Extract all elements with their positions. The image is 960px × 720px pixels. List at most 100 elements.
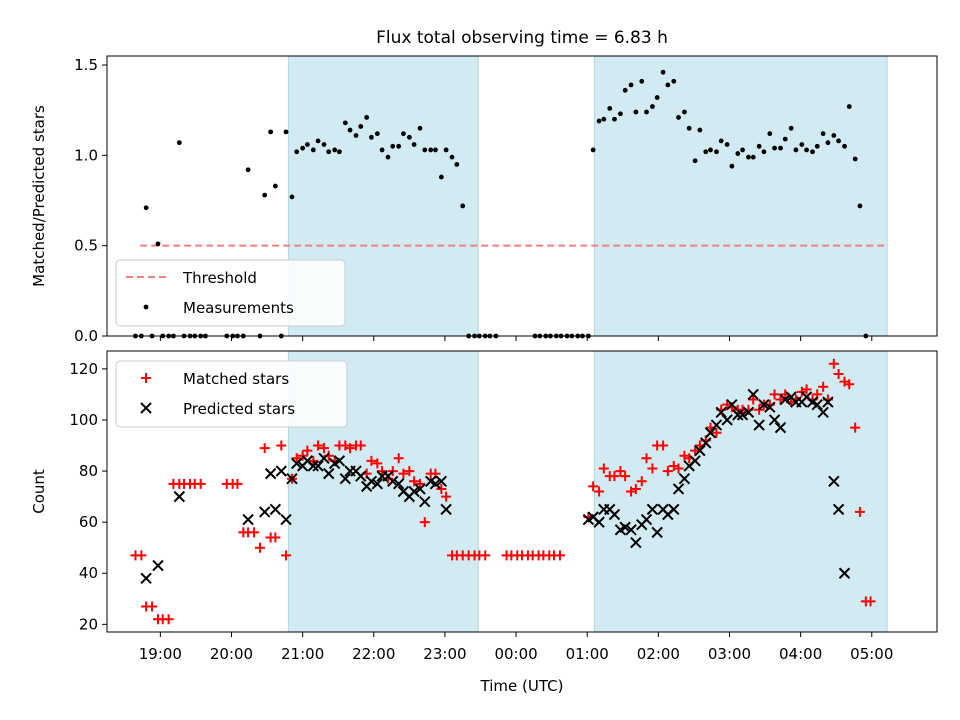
x-tick-label: 03:00: [708, 645, 751, 663]
legend-dot-swatch: [143, 304, 149, 310]
data-point: [369, 134, 374, 140]
x-tick-label: 01:00: [566, 645, 609, 663]
data-point: [242, 513, 254, 526]
data-point: [801, 384, 812, 395]
data-point: [136, 550, 147, 561]
data-point: [358, 124, 364, 129]
bottom-series-2: [140, 388, 851, 585]
data-point: [554, 550, 565, 561]
data-point: [772, 145, 777, 151]
top-series-1: [133, 69, 869, 339]
data-point: [392, 478, 405, 490]
y-tick-label: 80: [79, 462, 98, 480]
data-point: [761, 149, 767, 155]
data-point: [647, 463, 658, 474]
data-point: [644, 109, 649, 115]
data-point: [596, 118, 602, 124]
data-point: [307, 460, 320, 472]
data-point: [625, 524, 637, 536]
data-point: [147, 601, 158, 612]
data-point: [715, 406, 727, 419]
legend-label: Predicted stars: [183, 400, 295, 418]
top-panel: 0.0 0.5 1.0 1.5 Matched/Predicted stars Thres…: [30, 55, 938, 345]
data-point: [639, 78, 645, 84]
data-point: [321, 142, 327, 147]
data-point: [756, 143, 762, 149]
data-point: [735, 151, 741, 156]
data-point: [628, 82, 634, 88]
data-point: [480, 550, 491, 561]
top-legend: Threshold Measurements: [115, 259, 346, 327]
data-point: [633, 109, 639, 115]
data-point: [682, 109, 687, 115]
data-point: [828, 358, 839, 369]
data-point: [409, 476, 420, 487]
data-point: [401, 131, 406, 137]
data-point: [676, 115, 681, 120]
data-point: [353, 133, 359, 138]
data-point: [825, 140, 831, 146]
y-tick-label: 100: [69, 411, 98, 429]
data-point: [822, 396, 834, 408]
data-point: [630, 536, 642, 549]
data-point: [440, 503, 452, 516]
x-tick-label: 05:00: [850, 645, 893, 663]
data-point: [711, 427, 722, 438]
data-point: [436, 483, 447, 494]
data-point: [355, 440, 366, 451]
data-point: [764, 401, 776, 413]
data-point: [291, 453, 302, 464]
data-point: [371, 478, 384, 490]
data-point: [417, 125, 423, 131]
y-tick-label: 1.5: [74, 56, 98, 74]
data-point: [377, 466, 388, 477]
legend-box: [115, 360, 348, 428]
data-point: [782, 136, 788, 142]
data-point: [291, 457, 303, 470]
data-point: [618, 111, 623, 117]
data-point: [654, 95, 660, 100]
data-point: [347, 127, 353, 133]
data-point: [312, 460, 324, 472]
data-point: [665, 82, 671, 88]
data-point: [732, 409, 744, 421]
data-point: [708, 147, 713, 153]
data-point: [671, 78, 677, 84]
data-point: [778, 145, 783, 151]
data-point: [598, 463, 609, 474]
x-tick-label: 22:00: [352, 645, 395, 663]
data-point: [831, 133, 837, 138]
data-point: [379, 147, 385, 153]
data-point: [636, 476, 647, 487]
data-point: [163, 614, 174, 625]
data-point: [393, 453, 404, 464]
data-point: [609, 471, 620, 482]
x-tick-label: 23:00: [423, 645, 466, 663]
data-point: [364, 115, 370, 120]
data-point: [593, 516, 605, 528]
data-point: [850, 422, 861, 433]
x-tick-label: 04:00: [779, 645, 822, 663]
x-tick-label: 20:00: [210, 645, 253, 663]
data-point: [414, 483, 426, 495]
data-point: [700, 437, 712, 449]
chart-title: Flux total observing time = 6.83 h: [376, 28, 668, 48]
data-point: [673, 463, 684, 474]
y-tick-label: 60: [79, 513, 98, 531]
legend-label: Threshold: [182, 269, 257, 287]
data-point: [438, 174, 444, 180]
data-point: [672, 483, 685, 495]
data-point: [750, 154, 756, 160]
top-shaded-interval-2: [593, 55, 888, 337]
data-point: [326, 149, 332, 155]
data-point: [419, 517, 430, 528]
data-point: [753, 419, 765, 431]
data-point: [332, 147, 338, 153]
data-point: [607, 105, 613, 111]
data-point: [276, 440, 287, 451]
data-point: [718, 138, 724, 144]
data-point: [793, 147, 799, 153]
data-point: [396, 143, 402, 149]
data-point: [289, 194, 295, 200]
data-point: [804, 147, 809, 153]
